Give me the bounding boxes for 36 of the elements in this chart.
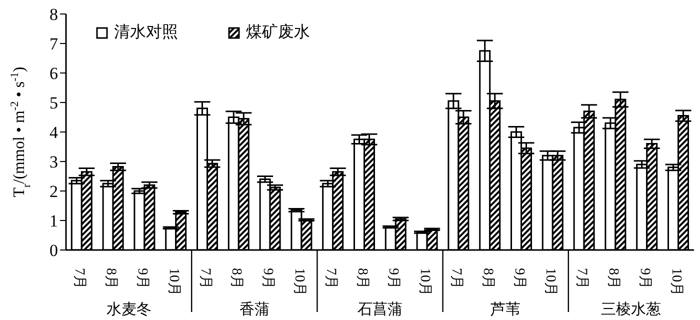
text: 三棱水葱: [601, 301, 662, 318]
x-tick-label: 10月: [542, 268, 558, 296]
x-tick-label: 9月: [636, 268, 652, 289]
x-tick-label: 7月: [448, 268, 464, 289]
x-tick-label: 9月: [134, 268, 150, 289]
legend-label: 煤矿废水: [246, 22, 310, 43]
x-tick-label: 9月: [511, 268, 526, 289]
text: 芦苇: [490, 301, 521, 318]
text: 香蒲: [239, 301, 270, 318]
y-tick-label: 0: [50, 241, 58, 260]
y-tick-label: 2: [50, 182, 58, 202]
x-tick-label: 7月: [322, 268, 338, 289]
x-tick-label: 7月: [72, 268, 87, 289]
x-tick-label: 9月: [386, 268, 401, 289]
x-tick-label: 8月: [354, 268, 370, 289]
x-tick-label: 10月: [668, 268, 684, 296]
y-tick-label: 3: [50, 152, 58, 172]
y-tick-label: 4: [50, 123, 58, 142]
x-tick-label: 7月: [197, 268, 212, 289]
text: 水麦冬: [106, 301, 152, 318]
x-tick-label: 8月: [606, 268, 620, 289]
x-tick-label: 8月: [228, 268, 244, 289]
y-tick-label: 1: [50, 212, 58, 231]
x-tick-label: 10月: [292, 268, 306, 296]
x-tick-label: 8月: [103, 268, 118, 289]
x-tick-label: 9月: [260, 268, 276, 289]
x-tick-label: 10月: [417, 268, 432, 296]
legend-label: 清水对照: [114, 22, 178, 43]
y-tick-label: 8: [50, 5, 58, 24]
x-tick-label: 8月: [480, 268, 495, 289]
y-tick-label: 5: [50, 94, 58, 113]
x-tick-label: 10月: [166, 268, 181, 296]
y-tick-label: 6: [50, 64, 58, 84]
y-tick-label: 7: [50, 34, 58, 54]
text: 石菖蒲: [358, 301, 402, 318]
x-tick-label: 7月: [574, 268, 590, 289]
